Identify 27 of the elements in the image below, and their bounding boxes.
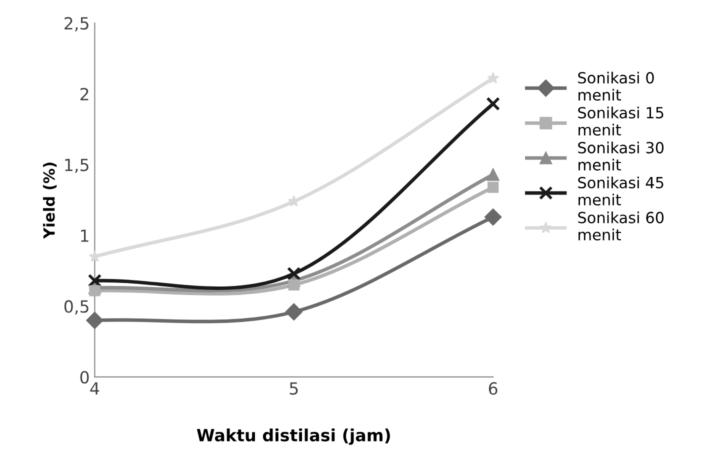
y-tick-label: 2,5 xyxy=(64,17,88,32)
point xyxy=(88,274,102,288)
legend-label: Sonikasi 0 menit xyxy=(578,72,654,101)
y-tick-label: 2 xyxy=(80,88,88,100)
legend-label: Sonikasi 60 menit xyxy=(578,212,664,240)
point xyxy=(486,168,500,181)
point xyxy=(286,266,301,281)
y-tick-label: 1,5 xyxy=(65,158,88,173)
legend-label: Sonikasi 15 menit xyxy=(578,106,664,136)
point xyxy=(288,279,300,291)
x-tick-label: 6 xyxy=(488,382,498,395)
point xyxy=(486,96,500,111)
x-tick-label: 5 xyxy=(290,382,298,395)
point xyxy=(488,182,499,193)
x-tick-label: 4 xyxy=(90,382,100,395)
point xyxy=(288,195,300,207)
point xyxy=(487,72,500,84)
point xyxy=(285,303,302,320)
y-tick-label: 0,5 xyxy=(64,300,88,314)
legend-label: Sonikasi 30 menit xyxy=(578,142,664,171)
y-tick-label: 0 xyxy=(80,370,89,384)
legend-label: Sonikasi 45 menit xyxy=(578,176,664,206)
point xyxy=(484,208,502,226)
point xyxy=(89,285,100,296)
x-axis-title: Waktu distilasi (jam) xyxy=(196,428,390,445)
y-axis-title: Yield (%) xyxy=(43,162,57,239)
y-tick-label: 1 xyxy=(81,230,88,242)
